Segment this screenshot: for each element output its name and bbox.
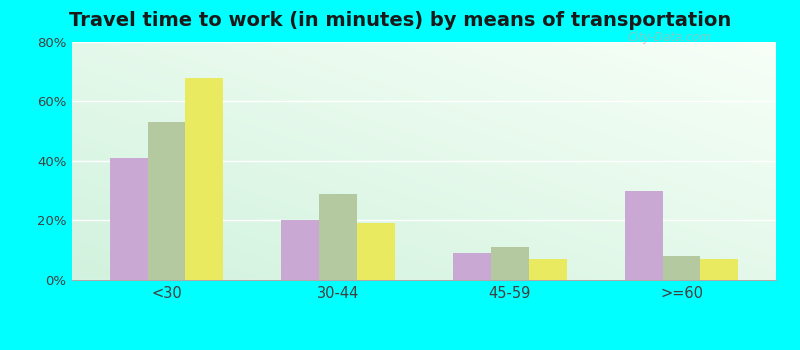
Text: City-Data.com: City-Data.com bbox=[628, 32, 712, 44]
Bar bbox=[491, 247, 529, 280]
Bar bbox=[186, 78, 223, 280]
Bar bbox=[147, 122, 186, 280]
Bar bbox=[529, 259, 566, 280]
Bar bbox=[625, 191, 662, 280]
Bar bbox=[662, 256, 701, 280]
Bar bbox=[110, 158, 147, 280]
Bar bbox=[453, 253, 491, 280]
Bar bbox=[319, 194, 357, 280]
Bar bbox=[701, 259, 738, 280]
Bar bbox=[357, 223, 395, 280]
Bar bbox=[282, 220, 319, 280]
Text: Travel time to work (in minutes) by means of transportation: Travel time to work (in minutes) by mean… bbox=[69, 10, 731, 29]
